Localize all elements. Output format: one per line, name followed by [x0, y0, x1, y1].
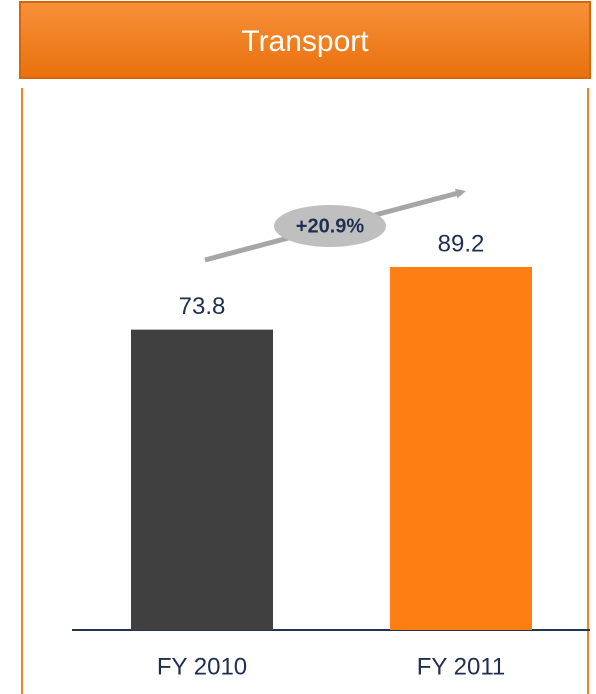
- annotation-bubble: [274, 205, 386, 247]
- x-tick-label: FY 2011: [417, 653, 506, 680]
- data-label: 73.8: [179, 293, 226, 320]
- bar: [131, 329, 273, 630]
- data-label: 89.2: [438, 230, 485, 257]
- header-bar: [19, 1, 591, 79]
- bar: [390, 266, 532, 630]
- x-tick-label: FY 2010: [157, 653, 247, 680]
- chart-title: Transport: [241, 25, 369, 58]
- annotation: +20.9%: [296, 215, 365, 237]
